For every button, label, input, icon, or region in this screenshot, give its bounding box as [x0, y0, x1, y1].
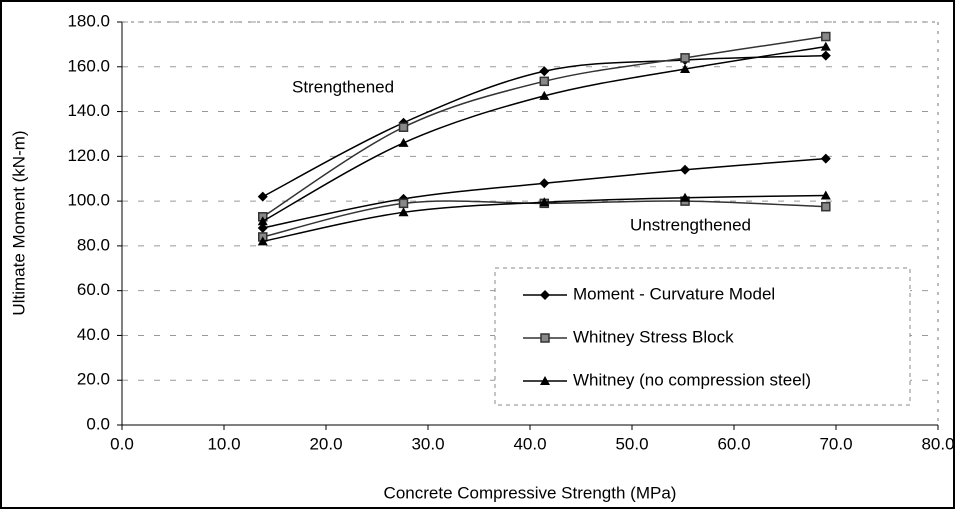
y-tick-label: 20.0	[77, 370, 110, 389]
marker-triangle	[540, 376, 550, 385]
x-axis-label: Concrete Compressive Strength (MPa)	[384, 483, 677, 502]
marker-triangle	[257, 216, 268, 226]
marker-triangle	[539, 197, 550, 207]
y-tick-label: 160.0	[67, 56, 110, 75]
marker-triangle	[539, 90, 550, 100]
marker-triangle	[257, 236, 268, 246]
marker-diamond	[540, 290, 550, 300]
marker-triangle	[398, 207, 409, 217]
marker-diamond	[539, 178, 550, 189]
marker-triangle	[398, 137, 409, 147]
y-tick-label: 40.0	[77, 325, 110, 344]
marker-diamond	[680, 164, 691, 175]
marker-square	[821, 201, 831, 212]
marker-square	[540, 333, 550, 343]
marker-triangle	[820, 41, 831, 51]
marker-square	[821, 31, 831, 42]
legend-box	[494, 267, 911, 406]
x-tick-label: 60.0	[717, 434, 750, 453]
x-tick-label: 20.0	[309, 434, 342, 453]
x-tick-label: 70.0	[819, 434, 852, 453]
marker-square	[398, 198, 409, 209]
x-tick-label: 40.0	[513, 434, 546, 453]
marker-diamond	[257, 191, 268, 202]
y-tick-label: 80.0	[77, 235, 110, 254]
x-tick-label: 10.0	[207, 434, 240, 453]
marker-diamond	[539, 66, 550, 77]
y-tick-label: 180.0	[67, 11, 110, 30]
x-tick-label: 80.0	[921, 434, 954, 453]
legend-label: Whitney (no compression steel)	[573, 370, 811, 389]
marker-triangle	[680, 64, 691, 74]
marker-triangle	[820, 190, 831, 200]
marker-diamond	[257, 222, 268, 233]
y-tick-label: 60.0	[77, 280, 110, 299]
x-tick-label: 30.0	[411, 434, 444, 453]
legend-label: Whitney Stress Block	[573, 327, 734, 346]
marker-square	[398, 122, 409, 132]
marker-diamond	[820, 153, 831, 164]
y-tick-label: 100.0	[67, 191, 110, 210]
legend-label: Moment - Curvature Model	[573, 284, 775, 303]
y-tick-label: 120.0	[67, 146, 110, 165]
y-tick-label: 0.0	[86, 414, 110, 433]
marker-square	[539, 76, 550, 87]
annotation: Unstrengthened	[630, 215, 751, 234]
marker-diamond	[820, 50, 831, 61]
x-tick-label: 0.0	[110, 434, 134, 453]
marker-square	[680, 53, 690, 63]
y-axis-label: Ultimate Moment (kN-m)	[9, 130, 28, 315]
marker-triangle	[680, 192, 691, 202]
y-tick-label: 140.0	[67, 101, 110, 120]
annotation: Strengthened	[292, 77, 394, 96]
x-tick-label: 50.0	[615, 434, 648, 453]
